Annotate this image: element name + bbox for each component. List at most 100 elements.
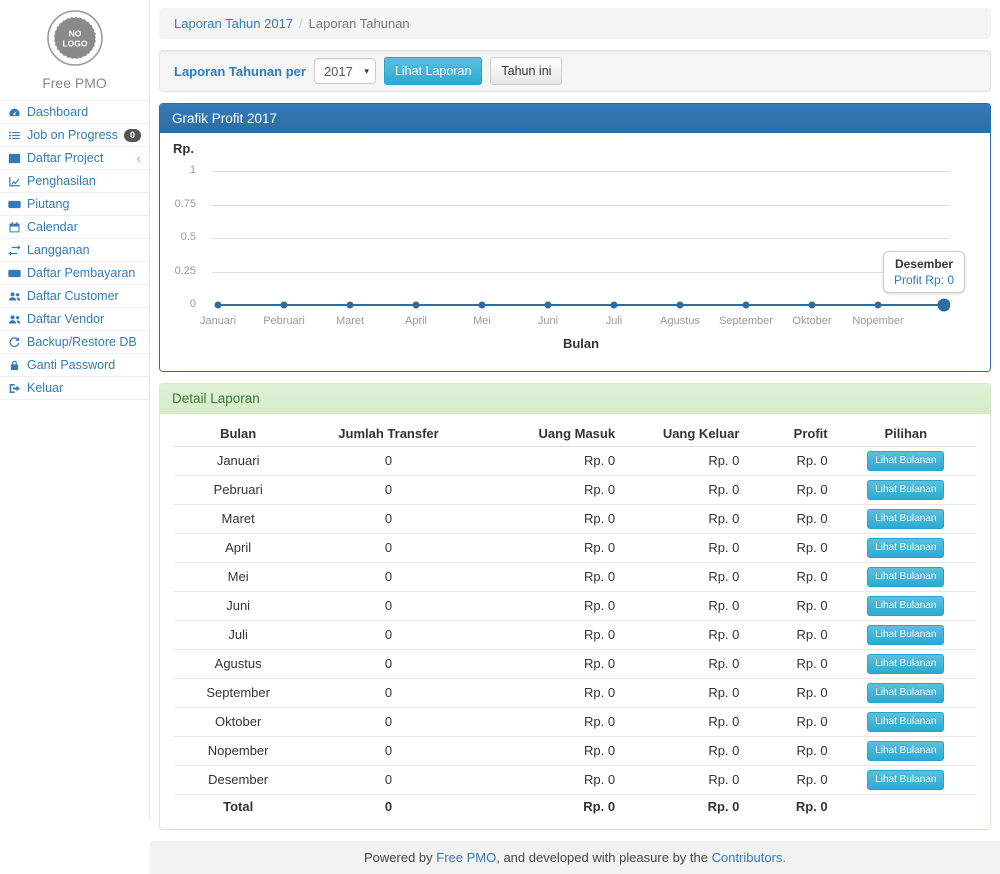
sidebar-item-ganti-password[interactable]: Ganti Password	[0, 354, 149, 377]
chart-data-point[interactable]	[676, 301, 684, 309]
chart-data-point[interactable]	[610, 301, 618, 309]
line-chart-icon	[8, 175, 23, 188]
cell-profit: Rp. 0	[747, 649, 836, 679]
cell-uang-keluar: Rp. 0	[623, 707, 748, 737]
report-table-body: Januari 0 Rp. 0 Rp. 0 Rp. 0 Lihat Bulanan Pebr…	[174, 446, 976, 820]
cell-jumlah-transfer: 0	[302, 562, 475, 592]
cell-bulan: Pebruari	[174, 475, 303, 505]
cell-profit: Rp. 0	[747, 620, 836, 650]
report-table-head: Bulan Jumlah Transfer Uang Masuk Uang Kelua…	[174, 422, 976, 448]
footer-link-free-pmo[interactable]: Free PMO	[436, 850, 497, 866]
lihat-bulanan-button[interactable]: Lihat Bulanan	[867, 654, 945, 675]
chart-data-point[interactable]	[280, 301, 288, 309]
cell-jumlah-transfer: 0	[302, 475, 475, 505]
table-row: Maret 0 Rp. 0 Rp. 0 Rp. 0 Lihat Bulanan	[174, 504, 976, 534]
lihat-bulanan-button[interactable]: Lihat Bulanan	[867, 770, 945, 791]
breadcrumb-separator: /	[299, 16, 303, 31]
sidebar-item-piutang[interactable]: Piutang	[0, 193, 149, 216]
lihat-bulanan-button[interactable]: Lihat Bulanan	[867, 567, 945, 588]
table-row: Oktober 0 Rp. 0 Rp. 0 Rp. 0 Lihat Bulanan	[174, 707, 976, 737]
sidebar-item-dashboard[interactable]: Dashboard	[0, 101, 149, 124]
cell-profit: Rp. 0	[747, 678, 836, 708]
chart-data-point[interactable]	[808, 301, 816, 309]
table-icon	[8, 152, 23, 165]
sidebar-item-job-on-progress[interactable]: Job on Progress 0	[0, 124, 149, 147]
chart-x-tick-label: Agustus	[660, 315, 700, 328]
cell-bulan: Juli	[174, 620, 303, 650]
year-select[interactable]: 2017 ▾	[313, 58, 376, 85]
lihat-bulanan-button[interactable]: Lihat Bulanan	[867, 625, 945, 646]
lihat-bulanan-button[interactable]: Lihat Bulanan	[867, 451, 945, 472]
chart-x-tick-label: Oktober	[792, 315, 832, 328]
cell-jumlah-transfer: 0	[302, 649, 475, 679]
sidebar-item-daftar-customer[interactable]: Daftar Customer	[0, 285, 149, 308]
sidebar-item-keluar[interactable]: Keluar	[0, 377, 149, 400]
cell-uang-masuk: Rp. 0	[474, 765, 624, 795]
column-header-uang-masuk: Uang Masuk	[474, 422, 624, 448]
cell-jumlah-transfer: 0	[302, 620, 475, 650]
cell-pilihan: Lihat Bulanan	[835, 591, 976, 621]
detail-report-panel: Detail Laporan Bulan Jumlah Transfer Uang …	[159, 383, 991, 831]
cell-jumlah-transfer: 0	[302, 533, 475, 563]
sidebar-item-backup-restore-db[interactable]: Backup/Restore DB	[0, 331, 149, 354]
table-row: Pebruari 0 Rp. 0 Rp. 0 Rp. 0 Lihat Bulanan	[174, 475, 976, 505]
footer-text-middle: , and developed with pleasure by the	[496, 850, 712, 866]
chart-data-point[interactable]	[544, 301, 552, 309]
lihat-bulanan-button[interactable]: Lihat Bulanan	[867, 712, 945, 733]
dashboard-icon	[8, 106, 23, 119]
lihat-bulanan-button[interactable]: Lihat Bulanan	[867, 509, 945, 530]
chart-data-point[interactable]	[742, 301, 750, 309]
sidebar-item-label: Daftar Project	[27, 151, 104, 165]
chart-gridline	[212, 271, 950, 273]
cell-jumlah-transfer: 0	[302, 765, 475, 795]
chart-x-tick-label: April	[404, 315, 427, 328]
lihat-bulanan-button[interactable]: Lihat Bulanan	[867, 683, 945, 704]
table-row: April 0 Rp. 0 Rp. 0 Rp. 0 Lihat Bulanan	[174, 533, 976, 563]
lock-icon	[8, 359, 23, 372]
sidebar-item-label: Piutang	[27, 197, 70, 211]
sidebar-item-label: Ganti Password	[27, 358, 116, 372]
lihat-laporan-button[interactable]: Lihat Laporan	[383, 57, 483, 86]
chart-data-point[interactable]	[412, 301, 420, 309]
lihat-bulanan-button[interactable]: Lihat Bulanan	[867, 596, 945, 617]
breadcrumb-link[interactable]: Laporan Tahun 2017	[174, 16, 294, 31]
sidebar-item-daftar-vendor[interactable]: Daftar Vendor	[0, 308, 149, 331]
chart-x-axis-label: Bulan	[562, 336, 600, 352]
cell-uang-keluar: Rp. 0	[623, 591, 748, 621]
column-header-pilihan: Pilihan	[835, 422, 976, 448]
chart-data-point[interactable]	[874, 301, 882, 309]
cell-uang-keluar: Rp. 0	[623, 475, 748, 505]
sidebar-item-label: Dashboard	[27, 105, 89, 119]
chart-tooltip-title: Desember	[894, 257, 953, 272]
cell-bulan: April	[174, 533, 303, 563]
footer-link-contributors[interactable]: Contributors.	[711, 850, 787, 866]
detail-panel-body: Bulan Jumlah Transfer Uang Masuk Uang Kelua…	[160, 414, 990, 830]
cell-pilihan: Lihat Bulanan	[835, 678, 976, 708]
lihat-bulanan-button[interactable]: Lihat Bulanan	[867, 741, 945, 762]
sidebar-item-daftar-pembayaran[interactable]: Daftar Pembayaran	[0, 262, 149, 285]
cell-uang-masuk: Rp. 0	[474, 649, 624, 679]
cell-pilihan: Lihat Bulanan	[835, 620, 976, 650]
chart-data-point[interactable]	[214, 301, 222, 309]
chart-data-point[interactable]	[346, 301, 354, 309]
cell-uang-keluar: Rp. 0	[623, 446, 748, 476]
sidebar-item-langganan[interactable]: Langganan	[0, 239, 149, 262]
table-row: September 0 Rp. 0 Rp. 0 Rp. 0 Lihat Bulanan	[174, 678, 976, 708]
cell-pilihan: Lihat Bulanan	[835, 765, 976, 795]
sidebar-item-daftar-project[interactable]: Daftar Project ‹	[0, 147, 149, 170]
sidebar-item-penghasilan[interactable]: Penghasilan	[0, 170, 149, 193]
sidebar-item-calendar[interactable]: Calendar	[0, 216, 149, 239]
tahun-ini-button[interactable]: Tahun ini	[490, 57, 563, 86]
chart-data-point[interactable]	[478, 301, 486, 309]
cell-pilihan: Lihat Bulanan	[835, 504, 976, 534]
total-empty-cell	[835, 794, 976, 820]
chart-data-point[interactable]	[937, 298, 951, 312]
table-row: Nopember 0 Rp. 0 Rp. 0 Rp. 0 Lihat Bulanan	[174, 736, 976, 766]
profit-line-series	[214, 298, 951, 312]
cell-bulan: Maret	[174, 504, 303, 534]
table-row: Januari 0 Rp. 0 Rp. 0 Rp. 0 Lihat Bulanan	[174, 446, 976, 476]
lihat-bulanan-button[interactable]: Lihat Bulanan	[867, 538, 945, 559]
lihat-bulanan-button[interactable]: Lihat Bulanan	[867, 480, 945, 501]
sidebar-item-label: Langganan	[27, 243, 90, 257]
